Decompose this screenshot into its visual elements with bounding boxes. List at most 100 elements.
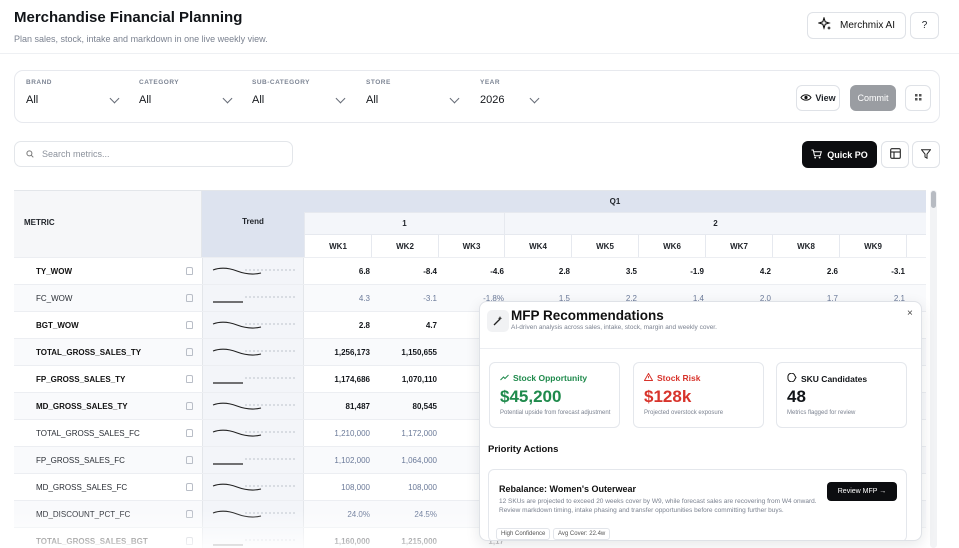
- sku-candidates-card: SKU Candidates 48 Metrics flagged for re…: [776, 362, 907, 428]
- table-cell[interactable]: 2.0: [759, 294, 771, 303]
- page-title: Merchandise Financial Planning: [14, 9, 243, 26]
- stat-value: 48: [787, 387, 806, 406]
- lock-icon[interactable]: [186, 429, 193, 437]
- warning-icon: [643, 372, 654, 383]
- month-header-1: 1: [304, 212, 504, 234]
- subcategory-filter-label: SUB-CATEGORY: [252, 79, 310, 86]
- table-cell[interactable]: 2.2: [625, 294, 637, 303]
- lock-icon[interactable]: [186, 402, 193, 410]
- week-header: WK8: [772, 234, 839, 257]
- table-cell[interactable]: -1.9: [690, 267, 704, 276]
- tag-icon: [787, 372, 797, 384]
- year-filter-value: 2026: [480, 94, 505, 106]
- category-filter[interactable]: CATEGORY All: [139, 79, 235, 106]
- lock-icon[interactable]: [186, 267, 193, 275]
- table-cell[interactable]: 1,210,000: [334, 429, 370, 438]
- table-cell[interactable]: 1.7: [826, 294, 838, 303]
- table-cell[interactable]: -4.6: [490, 267, 504, 276]
- magic-wand-icon: [487, 310, 509, 332]
- table-cell[interactable]: 1,070,110: [401, 375, 437, 384]
- week-header: WK9: [839, 234, 906, 257]
- table-cell[interactable]: 2.8: [358, 321, 370, 330]
- year-filter[interactable]: YEAR 2026: [480, 79, 542, 106]
- quick-po-button[interactable]: Quick PO: [802, 141, 877, 168]
- table-cell[interactable]: 1.5: [558, 294, 570, 303]
- table-cell[interactable]: 108,000: [408, 483, 437, 492]
- metric-name: BGT_WOW: [36, 321, 79, 330]
- lock-icon[interactable]: [186, 321, 193, 329]
- trend-sparkline: [202, 339, 304, 365]
- scrollbar-thumb[interactable]: [931, 191, 936, 208]
- table-cell[interactable]: 4.2: [759, 267, 771, 276]
- table-cell[interactable]: 1.4: [692, 294, 704, 303]
- layout-toggle-button[interactable]: [905, 85, 931, 111]
- table-cell[interactable]: -3.1: [891, 267, 905, 276]
- page-header: Merchandise Financial Planning Plan sale…: [0, 0, 959, 54]
- review-mfp-button[interactable]: Review MFP →: [827, 482, 897, 501]
- stock-risk-card: Stock Risk $128k Projected overstock exp…: [633, 362, 764, 428]
- view-button[interactable]: View: [796, 85, 840, 111]
- brand-filter[interactable]: BRAND All: [26, 79, 122, 106]
- chevron-down-icon: [109, 93, 120, 103]
- lock-icon[interactable]: [186, 483, 193, 491]
- table-row[interactable]: TY_WOW 6.8 -8.4 -4.6 2.8 3.5 -1.9 4.2 2.6 -3.1: [14, 257, 926, 284]
- trend-column-header: Trend: [202, 191, 304, 257]
- lock-icon[interactable]: [186, 348, 193, 356]
- table-cell[interactable]: -8.4: [423, 267, 437, 276]
- view-label: View: [815, 93, 836, 103]
- lock-icon[interactable]: [186, 294, 193, 302]
- chevron-down-icon: [449, 93, 460, 103]
- help-button[interactable]: ?: [910, 12, 939, 39]
- trend-sparkline: [202, 258, 304, 284]
- stock-opportunity-card: Stock Opportunity $45,200 Potential upsi…: [489, 362, 620, 428]
- search-input[interactable]: [42, 149, 272, 159]
- table-cell[interactable]: 2.6: [826, 267, 838, 276]
- table-cell[interactable]: 1,174,686: [334, 375, 370, 384]
- table-row[interactable]: BGT_WOW 2.8 4.7: [14, 311, 926, 338]
- metric-column-header: METRIC: [14, 191, 202, 257]
- table-cell[interactable]: -1.8%: [483, 294, 504, 303]
- table-cell[interactable]: 1,102,000: [334, 456, 370, 465]
- table-cell[interactable]: 4.3: [358, 294, 370, 303]
- table-cell[interactable]: 108,000: [341, 483, 370, 492]
- stat-title: Stock Risk: [657, 373, 701, 383]
- table-cell[interactable]: 3.5: [625, 267, 637, 276]
- table-cell[interactable]: -3.1: [423, 294, 437, 303]
- chevron-down-icon: [222, 93, 233, 103]
- table-cell[interactable]: 1,064,000: [401, 456, 437, 465]
- table-cell[interactable]: 1,150,655: [401, 348, 437, 357]
- week-header: WK4: [504, 234, 571, 257]
- table-cell[interactable]: 2.1: [893, 294, 905, 303]
- lock-icon[interactable]: [186, 456, 193, 464]
- table-cell[interactable]: 80,545: [412, 402, 437, 411]
- week-header: WK7: [705, 234, 772, 257]
- close-icon[interactable]: ×: [907, 308, 913, 319]
- chevron-down-icon: [529, 93, 540, 103]
- export-button[interactable]: [881, 141, 909, 168]
- lock-icon[interactable]: [186, 375, 193, 383]
- sparkle-icon: [817, 16, 832, 34]
- search-icon: [26, 145, 34, 163]
- vertical-scrollbar[interactable]: [930, 190, 937, 548]
- trend-sparkline: [202, 285, 304, 311]
- search-box[interactable]: [14, 141, 293, 167]
- mfp-recommendations-panel: MFP Recommendations AI-driven analysis a…: [479, 301, 922, 541]
- merchmix-ai-button[interactable]: Merchmix AI: [807, 12, 906, 39]
- table-cell[interactable]: 6.8: [358, 267, 370, 276]
- table-cell[interactable]: 81,487: [345, 402, 370, 411]
- table-cell[interactable]: 1,256,173: [334, 348, 370, 357]
- table-cell[interactable]: 1,172,000: [401, 429, 437, 438]
- metric-name: MD_GROSS_SALES_TY: [36, 402, 128, 411]
- merchmix-ai-label: Merchmix AI: [840, 20, 896, 31]
- store-filter[interactable]: STORE All: [366, 79, 462, 106]
- commit-button[interactable]: Commit: [850, 85, 896, 111]
- cart-icon: [811, 149, 823, 161]
- store-filter-value: All: [366, 94, 379, 106]
- metric-name: TOTAL_GROSS_SALES_FC: [36, 429, 140, 438]
- table-cell[interactable]: 4.7: [425, 321, 437, 330]
- filter-button[interactable]: [912, 141, 940, 168]
- subcategory-filter[interactable]: SUB-CATEGORY All: [252, 79, 348, 106]
- table-cell[interactable]: 2.8: [558, 267, 570, 276]
